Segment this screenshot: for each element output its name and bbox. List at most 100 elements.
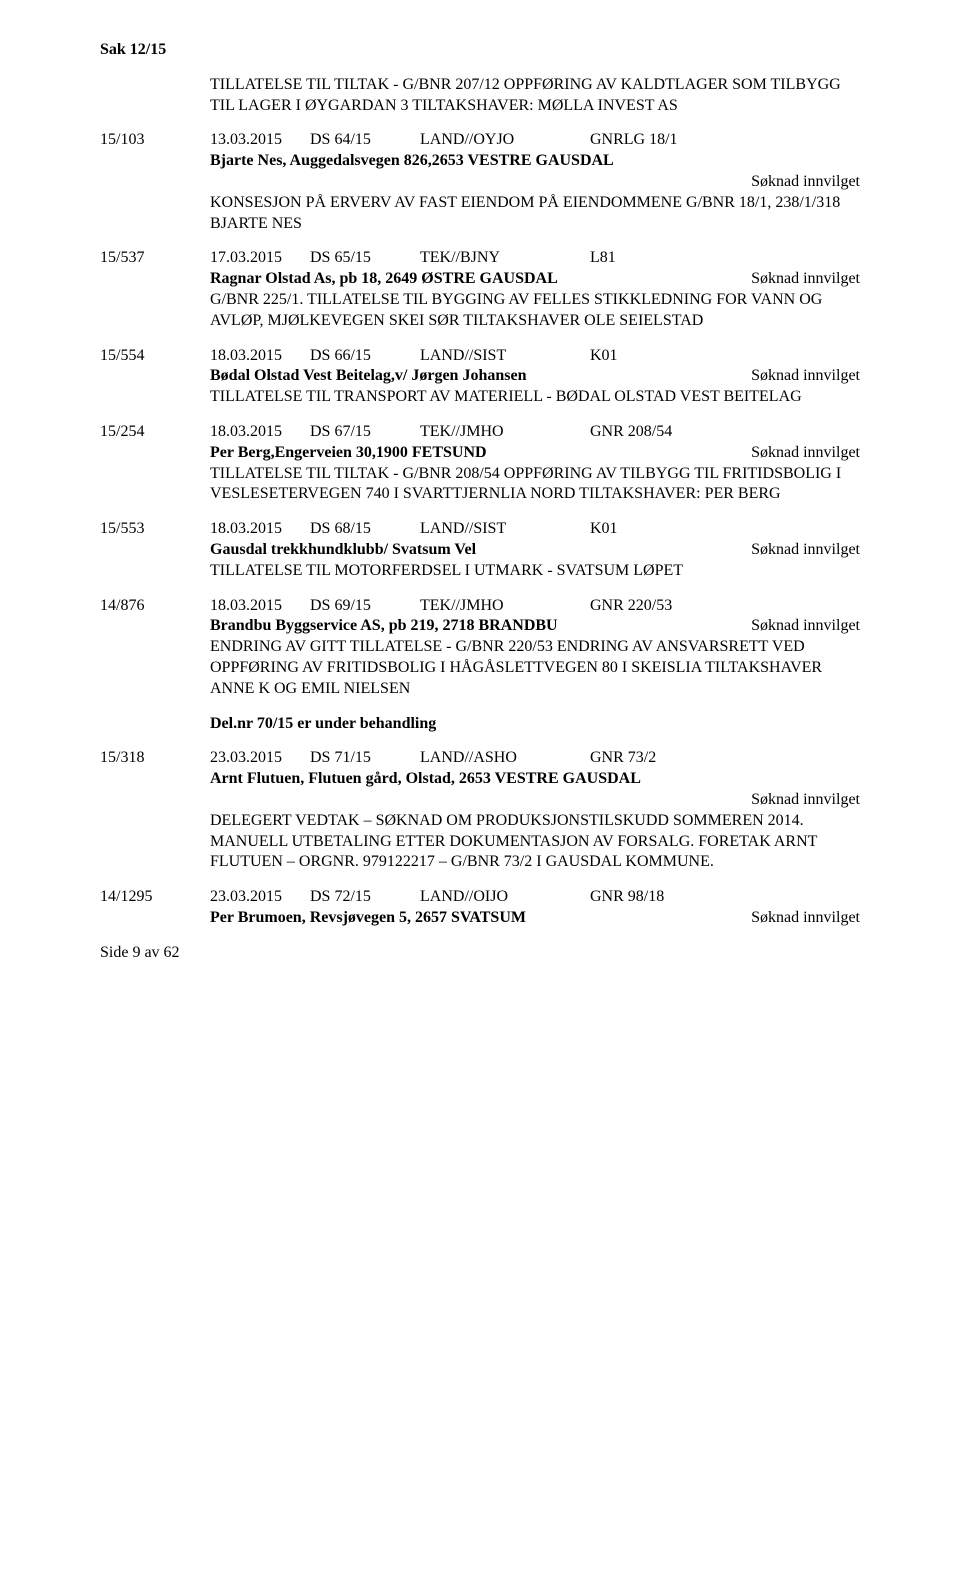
entry-ref: TEK//BJNY: [420, 248, 590, 269]
entry-ref: LAND//SIST: [420, 346, 590, 367]
entry: 15/55418.03.2015DS 66/15LAND//SISTK01Bød…: [100, 346, 860, 408]
entry-header-row: 15/53717.03.2015DS 65/15TEK//BJNYL81: [100, 248, 860, 269]
entry-type: DS 65/15: [310, 248, 420, 269]
entry-body: Bødal Olstad Vest Beitelag,v/ Jørgen Joh…: [100, 366, 860, 408]
entry-party: Bødal Olstad Vest Beitelag,v/ Jørgen Joh…: [210, 366, 731, 387]
entry-body: Per Brumoen, Revsjøvegen 5, 2657 SVATSUM…: [100, 908, 860, 929]
entry-description: TILLATELSE TIL TILTAK - G/BNR 208/54 OPP…: [210, 464, 860, 506]
entry-description: ENDRING AV GITT TILLATELSE - G/BNR 220/5…: [210, 637, 860, 699]
entry-party: Per Brumoen, Revsjøvegen 5, 2657 SVATSUM: [210, 908, 731, 929]
entry-number: 15/553: [100, 519, 210, 540]
entry-party-row: Gausdal trekkhundklubb/ Svatsum VelSøkna…: [210, 540, 860, 561]
entry-type: DS 67/15: [310, 422, 420, 443]
entry-party: Per Berg,Engerveien 30,1900 FETSUND: [210, 443, 731, 464]
entry-description: TILLATELSE TIL TILTAK - G/BNR 207/12 OPP…: [210, 75, 860, 117]
entry: 15/53717.03.2015DS 65/15TEK//BJNYL81Ragn…: [100, 248, 860, 331]
entry-code: GNR 98/18: [590, 887, 664, 908]
entry-body: Bjarte Nes, Auggedalsvegen 826,2653 VEST…: [100, 151, 860, 234]
entry-ref: LAND//ASHO: [420, 748, 590, 769]
entry-ref: TEK//JMHO: [420, 596, 590, 617]
entry-code: GNR 220/53: [590, 596, 672, 617]
entry-date: 18.03.2015: [210, 519, 310, 540]
entry-code: K01: [590, 519, 618, 540]
entry-body: Per Berg,Engerveien 30,1900 FETSUNDSøkna…: [100, 443, 860, 505]
entry-number: 14/876: [100, 596, 210, 617]
entry-code: GNR 73/2: [590, 748, 656, 769]
entry-body: Arnt Flutuen, Flutuen gård, Olstad, 2653…: [100, 769, 860, 873]
entry-number: 15/554: [100, 346, 210, 367]
entry-party-row: Ragnar Olstad As, pb 18, 2649 ØSTRE GAUS…: [210, 269, 860, 290]
entry-ref: LAND//OYJO: [420, 130, 590, 151]
entry-party: Arnt Flutuen, Flutuen gård, Olstad, 2653…: [210, 769, 860, 790]
entry-code: L81: [590, 248, 616, 269]
entry-type: DS 69/15: [310, 596, 420, 617]
entry-type: DS 66/15: [310, 346, 420, 367]
entry: 15/10313.03.2015DS 64/15LAND//OYJOGNRLG …: [100, 130, 860, 234]
entry-ref: TEK//JMHO: [420, 422, 590, 443]
entry-header-row: 15/10313.03.2015DS 64/15LAND//OYJOGNRLG …: [100, 130, 860, 151]
entry-number: 15/103: [100, 130, 210, 151]
entry-status: Søknad innvilget: [731, 269, 860, 290]
entry-party: Gausdal trekkhundklubb/ Svatsum Vel: [210, 540, 731, 561]
page-footer: Side 9 av 62: [100, 943, 860, 964]
entry-body: TILLATELSE TIL TILTAK - G/BNR 207/12 OPP…: [100, 75, 860, 117]
entries-container: TILLATELSE TIL TILTAK - G/BNR 207/12 OPP…: [100, 75, 860, 929]
entry-header-row: 15/31823.03.2015DS 71/15LAND//ASHOGNR 73…: [100, 748, 860, 769]
entry-type: DS 72/15: [310, 887, 420, 908]
entry-date: 13.03.2015: [210, 130, 310, 151]
entry-date: 18.03.2015: [210, 596, 310, 617]
entry-status: Søknad innvilget: [210, 172, 860, 193]
entry-code: K01: [590, 346, 618, 367]
entry-date: 18.03.2015: [210, 346, 310, 367]
entry-description: G/BNR 225/1. TILLATELSE TIL BYGGING AV F…: [210, 290, 860, 332]
entry-description: TILLATELSE TIL TRANSPORT AV MATERIELL - …: [210, 387, 860, 408]
entry-party: Ragnar Olstad As, pb 18, 2649 ØSTRE GAUS…: [210, 269, 731, 290]
entry-ref: LAND//OIJO: [420, 887, 590, 908]
entry-status: Søknad innvilget: [731, 443, 860, 464]
entry-type: DS 71/15: [310, 748, 420, 769]
entry-date: 18.03.2015: [210, 422, 310, 443]
entry-code: GNRLG 18/1: [590, 130, 678, 151]
entry-header-row: 14/87618.03.2015DS 69/15TEK//JMHOGNR 220…: [100, 596, 860, 617]
entry-party: Brandbu Byggservice AS, pb 219, 2718 BRA…: [210, 616, 731, 637]
entry-type: DS 68/15: [310, 519, 420, 540]
entry-status: Søknad innvilget: [731, 616, 860, 637]
entry-number: 15/318: [100, 748, 210, 769]
entry: TILLATELSE TIL TILTAK - G/BNR 207/12 OPP…: [100, 75, 860, 117]
case-header: Sak 12/15: [100, 40, 860, 61]
entry-note: Del.nr 70/15 er under behandling: [210, 714, 860, 735]
entry-body: Brandbu Byggservice AS, pb 219, 2718 BRA…: [100, 616, 860, 734]
entry-status: Søknad innvilget: [731, 366, 860, 387]
entry-status: Søknad innvilget: [210, 790, 860, 811]
entry-description: TILLATELSE TIL MOTORFERDSEL I UTMARK - S…: [210, 561, 860, 582]
entry-party-row: Per Berg,Engerveien 30,1900 FETSUNDSøkna…: [210, 443, 860, 464]
entry-body: Gausdal trekkhundklubb/ Svatsum VelSøkna…: [100, 540, 860, 582]
entry-description: KONSESJON PÅ ERVERV AV FAST EIENDOM PÅ E…: [210, 193, 860, 235]
entry-type: DS 64/15: [310, 130, 420, 151]
entry-status: Søknad innvilget: [731, 908, 860, 929]
entry-header-row: 15/55318.03.2015DS 68/15LAND//SISTK01: [100, 519, 860, 540]
entry-ref: LAND//SIST: [420, 519, 590, 540]
entry-description: DELEGERT VEDTAK – SØKNAD OM PRODUKSJONST…: [210, 811, 860, 873]
entry-date: 17.03.2015: [210, 248, 310, 269]
entry: 15/55318.03.2015DS 68/15LAND//SISTK01Gau…: [100, 519, 860, 581]
entry-body: Ragnar Olstad As, pb 18, 2649 ØSTRE GAUS…: [100, 269, 860, 331]
entry-header-row: 15/25418.03.2015DS 67/15TEK//JMHOGNR 208…: [100, 422, 860, 443]
entry-header-row: 14/129523.03.2015DS 72/15LAND//OIJOGNR 9…: [100, 887, 860, 908]
entry-date: 23.03.2015: [210, 748, 310, 769]
entry-code: GNR 208/54: [590, 422, 672, 443]
entry: 15/31823.03.2015DS 71/15LAND//ASHOGNR 73…: [100, 748, 860, 873]
entry-number: 14/1295: [100, 887, 210, 908]
entry-party-row: Brandbu Byggservice AS, pb 219, 2718 BRA…: [210, 616, 860, 637]
entry-party-row: Bødal Olstad Vest Beitelag,v/ Jørgen Joh…: [210, 366, 860, 387]
entry: 14/87618.03.2015DS 69/15TEK//JMHOGNR 220…: [100, 596, 860, 735]
entry-party-row: Per Brumoen, Revsjøvegen 5, 2657 SVATSUM…: [210, 908, 860, 929]
entry-number: 15/537: [100, 248, 210, 269]
entry-header-row: 15/55418.03.2015DS 66/15LAND//SISTK01: [100, 346, 860, 367]
entry-party: Bjarte Nes, Auggedalsvegen 826,2653 VEST…: [210, 151, 860, 172]
entry-number: 15/254: [100, 422, 210, 443]
entry: 14/129523.03.2015DS 72/15LAND//OIJOGNR 9…: [100, 887, 860, 929]
entry: 15/25418.03.2015DS 67/15TEK//JMHOGNR 208…: [100, 422, 860, 505]
entry-date: 23.03.2015: [210, 887, 310, 908]
entry-status: Søknad innvilget: [731, 540, 860, 561]
